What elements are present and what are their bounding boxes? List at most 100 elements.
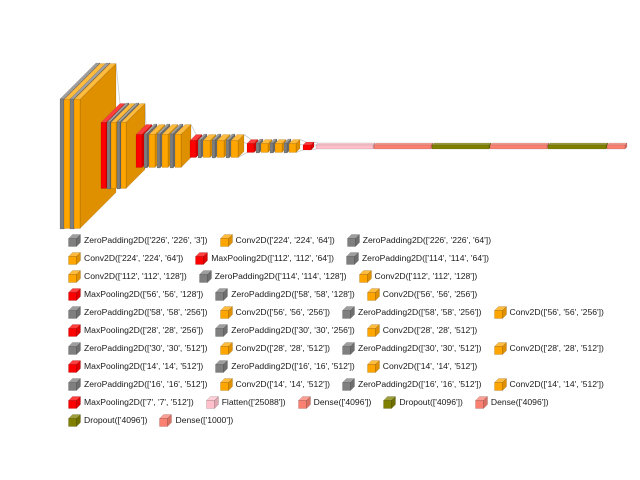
legend-item-label: Conv2D(['28', '28', '512']) [235, 342, 330, 353]
legend-item: MaxPooling2D(['28', '28', '256']) [68, 323, 204, 337]
legend-row: Dropout(['4096']) Dense(['1000']) [68, 411, 634, 429]
legend-item: ZeroPadding2D(['226', '226', '3']) [68, 233, 208, 247]
layer-legend: ZeroPadding2D(['226', '226', '3']) Conv2D… [68, 231, 634, 429]
legend-item: ZeroPadding2D(['30', '30', '512']) [341, 341, 482, 355]
legend-item: Dense(['4096']) [297, 395, 372, 409]
legend-item-label: MaxPooling2D(['14', '14', '512']) [84, 360, 204, 371]
zeropadding2d-icon [341, 341, 356, 355]
maxpooling2d-icon [195, 251, 209, 265]
legend-item: ZeroPadding2D(['30', '30', '256']) [215, 323, 355, 337]
legend-item: ZeroPadding2D(['58', '58', '128']) [215, 287, 355, 301]
conv2d-icon [358, 269, 372, 283]
legend-item-label: ZeroPadding2D(['16', '16', '512']) [84, 378, 208, 389]
legend-row: ZeroPadding2D(['30', '30', '512']) Conv2D… [68, 339, 634, 357]
legend-item: Conv2D(['14', '14', '512']) [366, 359, 478, 373]
conv2d-icon [493, 341, 507, 355]
legend-row: ZeroPadding2D(['58', '58', '256']) Conv2D… [68, 303, 634, 321]
conv2d-icon [219, 233, 233, 247]
connector-line [190, 124, 197, 135]
zeropadding2d-icon [341, 305, 356, 319]
zeropadding2d-icon [68, 305, 82, 319]
legend-item-label: Dropout(['4096']) [84, 414, 148, 425]
dense-icon [159, 413, 173, 427]
dropout-layer-box [547, 142, 609, 150]
legend-item-label: ZeroPadding2D(['30', '30', '256']) [231, 324, 355, 335]
dropout-icon [383, 395, 397, 409]
flatten-layer-box [315, 142, 376, 150]
legend-item: MaxPooling2D(['112', '112', '64']) [195, 251, 334, 265]
legend-item: Dropout(['4096']) [68, 413, 148, 427]
conv2d-icon [366, 323, 380, 337]
connector-line [313, 141, 319, 144]
maxpooling2d-icon [68, 395, 82, 409]
legend-item-label: Conv2D(['28', '28', '512']) [382, 324, 478, 335]
legend-item: Conv2D(['28', '28', '512']) [219, 341, 330, 355]
legend-item: Conv2D(['224', '224', '64']) [68, 251, 183, 265]
zeropadding2d-icon [215, 287, 229, 301]
conv2d-icon [366, 359, 380, 373]
legend-item: Conv2D(['14', '14', '512']) [219, 377, 330, 391]
dense-layer-box [606, 142, 628, 150]
connector-line [115, 63, 121, 104]
legend-item: ZeroPadding2D(['58', '58', '256']) [341, 305, 482, 319]
legend-item-label: Conv2D(['112', '112', '128']) [84, 270, 187, 281]
legend-item-label: ZeroPadding2D(['30', '30', '512']) [357, 342, 482, 353]
connector-line [144, 103, 147, 125]
layer-boxes [59, 62, 628, 230]
legend-item: ZeroPadding2D(['226', '226', '64']) [346, 233, 491, 247]
legend-item: Conv2D(['28', '28', '512']) [493, 341, 604, 355]
legend-item: ZeroPadding2D(['58', '58', '256']) [68, 305, 208, 319]
legend-item-label: Dense(['4096']) [313, 396, 372, 407]
legend-item-label: ZeroPadding2D(['114', '114', '64']) [361, 252, 489, 263]
legend-item: MaxPooling2D(['7', '7', '512']) [68, 395, 194, 409]
zeropadding2d-icon [215, 359, 229, 373]
legend-item-label: Conv2D(['56', '56', '256']) [382, 288, 478, 299]
conv2d-icon [219, 305, 233, 319]
connector-line [295, 149, 304, 153]
dense-layer-box [489, 142, 550, 150]
legend-item-label: Conv2D(['28', '28', '512']) [509, 342, 604, 353]
legend-item: Conv2D(['56', '56', '256']) [219, 305, 330, 319]
legend-row: ZeroPadding2D(['16', '16', '512']) Conv2D… [68, 375, 634, 393]
legend-item-label: ZeroPadding2D(['16', '16', '512']) [231, 360, 355, 371]
legend-item: MaxPooling2D(['56', '56', '128']) [68, 287, 203, 301]
legend-item-label: Conv2D(['56', '56', '256']) [235, 306, 330, 317]
legend-item-label: Conv2D(['14', '14', '512']) [509, 378, 604, 389]
legend-item: ZeroPadding2D(['16', '16', '512']) [215, 359, 355, 373]
connector-line [299, 139, 307, 143]
maxpooling2d-icon [68, 323, 82, 337]
legend-item-label: Conv2D(['112', '112', '128']) [374, 270, 478, 281]
conv2d-layer-box [174, 123, 192, 169]
zeropadding2d-icon [68, 377, 82, 391]
legend-item: Conv2D(['14', '14', '512']) [493, 377, 604, 391]
legend-item: Conv2D(['112', '112', '128']) [68, 269, 187, 283]
zeropadding2d-icon [198, 269, 212, 283]
legend-item-label: Conv2D(['14', '14', '512']) [382, 360, 478, 371]
legend-item: ZeroPadding2D(['16', '16', '512']) [341, 377, 482, 391]
conv2d-icon [219, 341, 233, 355]
dense-icon [474, 395, 488, 409]
legend-item-label: Conv2D(['56', '56', '256']) [509, 306, 604, 317]
connector-line [237, 152, 248, 158]
legend-item-label: ZeroPadding2D(['30', '30', '512']) [84, 342, 208, 353]
legend-item-label: ZeroPadding2D(['58', '58', '256']) [84, 306, 208, 317]
conv2d-icon [68, 251, 82, 265]
legend-item-label: MaxPooling2D(['28', '28', '256']) [84, 324, 204, 335]
maxpooling2d-layer-box [302, 141, 315, 151]
legend-item-label: ZeroPadding2D(['226', '226', '3']) [84, 234, 208, 245]
dense-layer-box [373, 142, 434, 150]
maxpooling2d-icon [68, 287, 82, 301]
legend-row: MaxPooling2D(['28', '28', '256']) ZeroPad… [68, 321, 634, 339]
legend-row: MaxPooling2D(['7', '7', '512']) Flatten([… [68, 393, 634, 411]
legend-row: Conv2D(['224', '224', '64']) MaxPooling2D… [68, 249, 634, 267]
legend-item: Flatten(['25088']) [205, 395, 286, 409]
conv2d-icon [68, 269, 82, 283]
conv2d-icon [366, 287, 380, 301]
legend-item-label: ZeroPadding2D(['58', '58', '256']) [357, 306, 482, 317]
legend-item: Conv2D(['112', '112', '128']) [358, 269, 478, 283]
legend-item: MaxPooling2D(['14', '14', '512']) [68, 359, 204, 373]
legend-item: Conv2D(['224', '224', '64']) [219, 233, 335, 247]
legend-row: ZeroPadding2D(['226', '226', '3']) Conv2D… [68, 231, 634, 249]
maxpooling2d-icon [68, 359, 82, 373]
